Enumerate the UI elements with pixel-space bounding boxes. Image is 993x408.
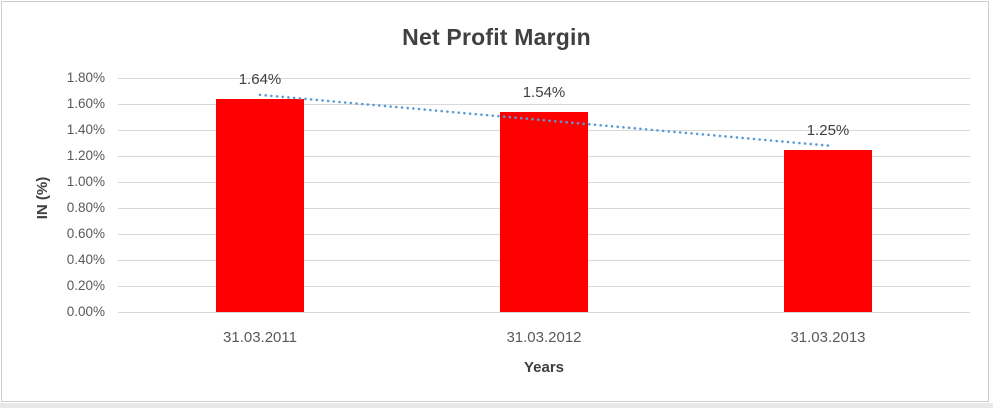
chart-title: Net Profit Margin [402, 24, 591, 50]
x-tick-label: 31.03.2011 [223, 329, 297, 346]
bar-value-label: 1.64% [238, 70, 282, 88]
y-tick-label: 1.20% [66, 148, 105, 163]
y-tick-label: 1.80% [66, 70, 105, 85]
bar-value-label: 1.54% [522, 83, 566, 101]
bar-value-label: 1.25% [806, 121, 850, 139]
gridline [118, 312, 970, 313]
y-tick-label: 1.00% [66, 174, 105, 189]
x-axis-title: Years [523, 359, 565, 376]
canvas-bottom-margin [0, 403, 993, 408]
bar [216, 98, 304, 312]
bar [784, 149, 872, 312]
y-tick-label: 1.60% [66, 96, 105, 111]
y-tick-label: 0.80% [66, 200, 105, 215]
bar [500, 111, 588, 312]
y-tick-label: 0.00% [66, 304, 105, 319]
y-tick-label: 0.40% [66, 252, 105, 267]
y-tick-label: 0.60% [66, 226, 105, 241]
y-tick-label: 0.20% [66, 278, 105, 293]
gridline [118, 78, 970, 79]
y-tick-label: 1.40% [66, 122, 105, 137]
x-tick-label: 31.03.2012 [506, 329, 582, 346]
x-tick-label: 31.03.2013 [790, 329, 866, 346]
